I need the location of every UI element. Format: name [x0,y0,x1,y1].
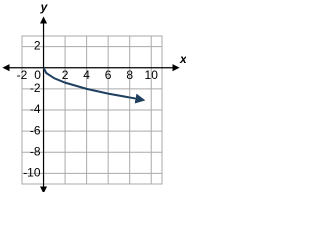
y-tick-label: -4 [30,102,41,116]
x-tick-label: 4 [83,68,90,82]
x-tick-label: 6 [105,68,112,82]
x-tick-label: 10 [145,68,159,82]
x-tick-label: 8 [126,68,133,82]
x-axis-label: x [179,52,186,66]
page: {"chart_data": {"type": "line", "x_label… [2,0,188,194]
y-tick-label: -10 [23,166,41,180]
grid-frame [21,35,163,185]
x-tick-label: 0 [34,68,41,82]
y-tick-label: -8 [30,144,41,158]
curve [42,67,146,104]
y-tick-label: -2 [30,81,41,95]
x-tick-label: -2 [17,68,28,82]
y-tick-label: 2 [34,39,41,53]
x-tick-label: 2 [62,68,69,82]
y-tick-label: -6 [30,123,41,137]
y-axis-label: y [40,0,49,14]
